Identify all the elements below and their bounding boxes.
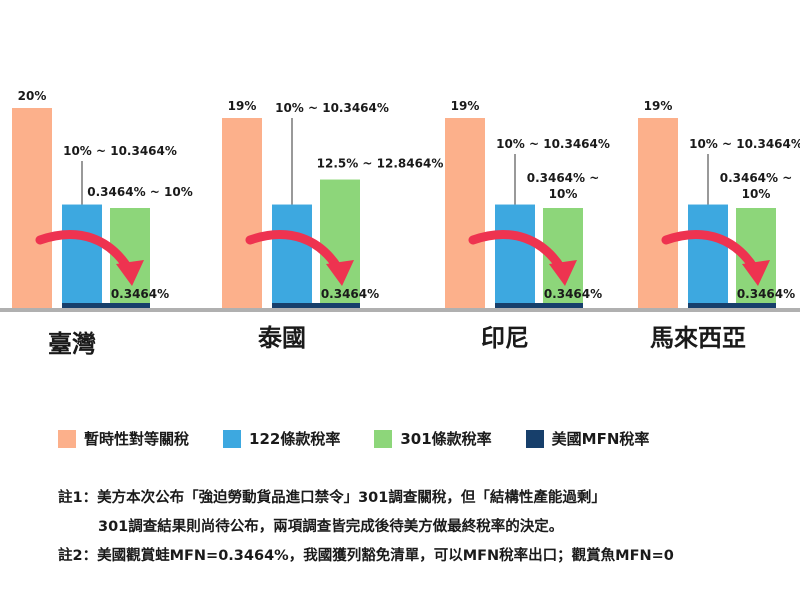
data-label-122: 10% ~ 10.3464% (275, 101, 389, 115)
data-label-301: 10% (742, 187, 771, 201)
data-label-mfn: 0.3464% (111, 287, 169, 301)
category-label: 馬來西亞 (650, 324, 746, 352)
data-label-301: 12.5% ~ 12.8464% (317, 157, 444, 171)
data-label-301: 10% (549, 187, 578, 201)
legend-item-301: 301條款稅率 (374, 428, 492, 449)
arrow-head (116, 260, 144, 286)
bar-reciprocal (222, 118, 262, 308)
bar-reciprocal (445, 118, 485, 308)
data-label-122: 10% ~ 10.3464% (689, 137, 800, 151)
bar-s122 (62, 204, 102, 308)
data-label-reciprocal: 19% (228, 99, 257, 113)
data-label-301: 0.3464% ~ (527, 171, 600, 185)
data-label-301: 0.3464% ~ (720, 171, 793, 185)
data-label-301: 0.3464% ~ 10% (87, 185, 192, 199)
bar-s122 (272, 204, 312, 308)
arrow-shaft (661, 230, 759, 273)
arrow-head (742, 260, 770, 286)
arrow-head (549, 260, 577, 286)
data-label-122: 10% ~ 10.3464% (496, 137, 610, 151)
bar-mfn (495, 303, 583, 308)
legend-swatch (58, 429, 76, 448)
bar-mfn (62, 303, 150, 308)
legend-swatch (525, 429, 544, 448)
legend-label: 301條款稅率 (400, 430, 492, 448)
note-1-line-1: 註1：美方本次公布「強迫勞動貨品進口禁令」301調查關稅，但「結構性產能過剩」 (58, 490, 606, 506)
category-label: 印尼 (481, 324, 529, 352)
legend-item-reciprocal: 暫時性對等關稅 (58, 428, 189, 449)
legend-swatch (223, 429, 242, 448)
legend-label: 122條款稅率 (249, 430, 341, 448)
bar-s122 (688, 204, 728, 308)
category-label: 泰國 (258, 324, 306, 352)
data-label-reciprocal: 19% (451, 99, 480, 113)
data-label-reciprocal: 20% (18, 89, 47, 103)
tariff-bar-chart: 20% 10% ~ 10.3464% 0.3464% ~ 10% 0.3464% 臺灣 1… (0, 89, 800, 358)
note-1-line-2: 301調查結果則尚待公布，兩項調查皆完成後待美方做最終稅率的決定。 (98, 519, 564, 535)
data-label-122: 10% ~ 10.3464% (63, 144, 177, 158)
chart-baseline (0, 308, 800, 312)
chart-legend: 暫時性對等關稅 122條款稅率 301條款稅率 美國MFN稅率 (58, 428, 683, 449)
data-label-reciprocal: 19% (644, 99, 673, 113)
bar-reciprocal (12, 108, 52, 308)
arrow-shaft (468, 230, 566, 273)
arrow-shaft (35, 230, 133, 273)
data-label-mfn: 0.3464% (544, 287, 602, 301)
bar-s122 (495, 204, 535, 308)
legend-label: 美國MFN稅率 (551, 430, 650, 448)
legend-item-mfn: 美國MFN稅率 (525, 428, 650, 449)
data-label-mfn: 0.3464% (737, 287, 795, 301)
arrow-head (326, 260, 354, 286)
bar-reciprocal (638, 118, 678, 308)
bar-mfn (688, 303, 776, 308)
bar-s301 (320, 179, 360, 308)
arrow-shaft (245, 230, 343, 273)
legend-label: 暫時性對等關稅 (84, 430, 190, 448)
legend-item-122: 122條款稅率 (223, 428, 340, 449)
category-label: 臺灣 (48, 330, 96, 358)
data-label-mfn: 0.3464% (321, 287, 379, 301)
note-2: 註2：美國觀賞蛙MFN=0.3464%，我國獲列豁免清單，可以MFN稅率出口；觀… (58, 548, 674, 564)
footnotes: 註1：美方本次公布「強迫勞動貨品進口禁令」301調查關稅，但「結構性產能過剩」 … (58, 484, 674, 571)
bar-mfn (272, 303, 360, 308)
legend-swatch (374, 429, 393, 448)
